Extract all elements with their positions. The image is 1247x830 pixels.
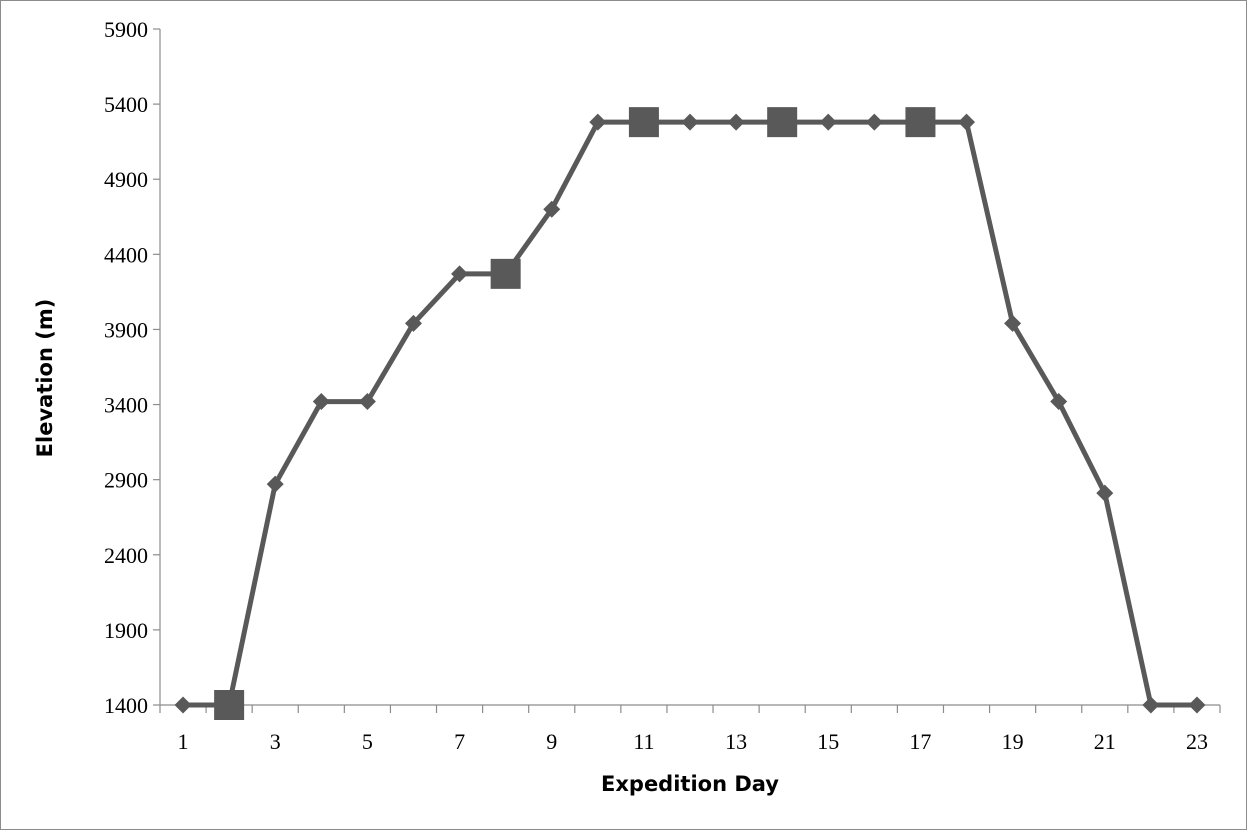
y-axis-title: Elevation (m)	[33, 299, 57, 458]
y-tick-label: 1400	[104, 693, 148, 718]
diamond-marker	[1142, 696, 1160, 714]
y-tick-label: 1900	[104, 618, 148, 643]
diamond-marker	[958, 113, 976, 131]
x-tick-label: 21	[1094, 729, 1116, 754]
diamond-marker	[681, 113, 699, 131]
y-tick-label: 2900	[104, 468, 148, 493]
square-marker	[490, 258, 521, 289]
x-tick-label: 7	[454, 729, 465, 754]
y-tick-label: 4400	[104, 242, 148, 267]
diamond-marker	[589, 113, 607, 131]
diamond-marker	[1004, 314, 1022, 332]
x-tick-label: 9	[546, 729, 557, 754]
diamond-marker	[727, 113, 745, 131]
y-tick-label: 3900	[104, 317, 148, 342]
x-tick-label: 13	[725, 729, 747, 754]
square-marker	[905, 107, 936, 138]
x-tick-labels: 1 3 5 7 9 11 13 15 17 19 21 23	[178, 729, 1208, 754]
x-tick-label: 1	[178, 729, 189, 754]
y-tick-label: 5900	[104, 17, 148, 42]
y-tick-label: 5400	[104, 92, 148, 117]
diamond-marker	[1188, 696, 1206, 714]
diamond-marker	[819, 113, 837, 131]
diamond-marker	[404, 314, 422, 332]
y-tick-labels: 1400 1900 2400 2900 3400 3900 4400 4900 5400 5900	[104, 17, 148, 718]
y-tick-label: 2400	[104, 543, 148, 568]
diamond-marker	[865, 113, 883, 131]
square-marker	[628, 107, 659, 138]
square-marker	[767, 107, 798, 138]
y-tick-label: 4900	[104, 167, 148, 192]
diamond-marker	[174, 696, 192, 714]
x-tick-label: 17	[909, 729, 931, 754]
y-tick-label: 3400	[104, 393, 148, 418]
x-tick-label: 15	[817, 729, 839, 754]
diamond-marker	[451, 265, 469, 283]
diamond-marker	[358, 393, 376, 411]
square-marker	[214, 690, 245, 720]
series-layer	[174, 107, 1206, 720]
diamond-marker	[266, 475, 284, 493]
axes	[153, 28, 1221, 713]
diamond-marker	[1096, 484, 1114, 502]
diamond-marker	[1050, 393, 1068, 411]
diamond-marker	[543, 200, 561, 218]
x-axis-title: Expedition Day	[601, 772, 779, 796]
diamond-marker	[312, 393, 330, 411]
x-tick-label: 19	[1002, 729, 1024, 754]
x-tick-label: 5	[362, 729, 373, 754]
elevation-line	[183, 119, 1197, 708]
x-tick-label: 23	[1186, 729, 1208, 754]
x-tick-label: 11	[633, 729, 654, 754]
x-tick-label: 3	[270, 729, 281, 754]
